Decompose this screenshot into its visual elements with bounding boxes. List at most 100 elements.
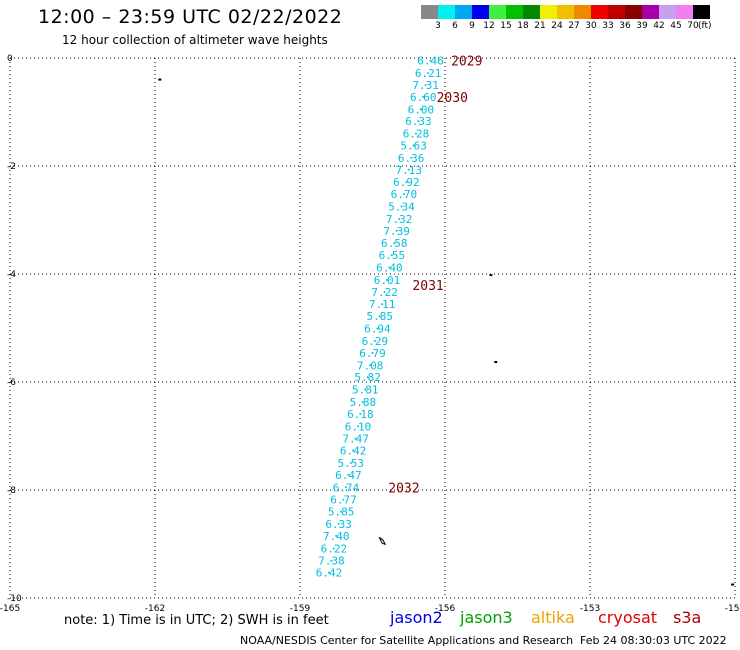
lon-tick-label: -159 bbox=[290, 604, 311, 614]
colorbar-swatch bbox=[608, 5, 625, 19]
swh-value-label: 7.11 bbox=[369, 298, 396, 311]
swh-value-label: 6.55 bbox=[379, 249, 406, 262]
island-marker bbox=[158, 78, 162, 81]
island-marker bbox=[731, 583, 735, 586]
swh-value-label: 6.33 bbox=[405, 115, 432, 128]
swh-value-label: 6.47 bbox=[335, 469, 362, 482]
colorbar-swatch bbox=[523, 5, 540, 19]
track-point bbox=[378, 315, 381, 318]
track-point bbox=[417, 120, 420, 123]
lon-tick-label: -156 bbox=[435, 604, 456, 614]
colorbar-label: 36 bbox=[619, 21, 631, 31]
swh-value-label: 7.08 bbox=[357, 359, 384, 372]
swh-value-label: 6.00 bbox=[408, 103, 435, 116]
swh-value-label: 5.81 bbox=[352, 384, 379, 397]
colorbar-swatch bbox=[574, 5, 591, 19]
colorbar-swatch bbox=[489, 5, 506, 19]
timestamp-text: Feb 24 08:30:03 UTC 2022 bbox=[580, 634, 727, 647]
swh-value-label: 6.70 bbox=[391, 188, 418, 201]
swh-value-label: 6.79 bbox=[359, 347, 386, 360]
track-point bbox=[340, 510, 343, 513]
track-point bbox=[349, 462, 352, 464]
swh-value-label: 6.29 bbox=[362, 335, 389, 348]
colorbar-label: 45 bbox=[670, 21, 682, 31]
colorbar-label: 9 bbox=[469, 21, 475, 31]
lon-tick-label: -153 bbox=[580, 604, 600, 614]
track-point bbox=[419, 108, 422, 111]
lat-tick-label: -10 bbox=[7, 594, 22, 604]
track-point bbox=[427, 72, 430, 75]
swh-value-label: 7.47 bbox=[342, 433, 369, 446]
track-point bbox=[352, 449, 355, 452]
colorbar-label: 15 bbox=[500, 21, 512, 31]
track-point bbox=[359, 412, 362, 415]
colorbar-label: 39 bbox=[636, 21, 648, 31]
swh-value-label: 6.01 bbox=[374, 274, 401, 287]
legend-item-jason2: jason2 bbox=[390, 608, 443, 627]
swh-value-label: 6.74 bbox=[333, 481, 360, 494]
track-point bbox=[415, 132, 417, 135]
swh-value-label: 6.18 bbox=[347, 408, 374, 421]
swh-value-label: 7.38 bbox=[318, 555, 345, 568]
track-point bbox=[402, 193, 405, 196]
colorbar-label: 30 bbox=[585, 21, 597, 31]
colorbar-label: 6 bbox=[452, 21, 458, 31]
atoll-outline bbox=[378, 536, 387, 546]
lat-tick-label: 0 bbox=[7, 54, 13, 64]
lon-tick-label: -150 bbox=[725, 604, 740, 614]
colorbar-swatch bbox=[659, 5, 676, 19]
track-point bbox=[337, 523, 340, 526]
track-point bbox=[393, 242, 396, 245]
track-point bbox=[429, 59, 432, 62]
colorbar-swatch bbox=[540, 5, 557, 19]
track-point bbox=[364, 388, 367, 391]
swh-value-label: 7.39 bbox=[383, 225, 410, 238]
colorbar-swatch bbox=[421, 5, 438, 19]
colorbar-swatch bbox=[438, 5, 455, 19]
swh-value-label: 6.58 bbox=[381, 237, 408, 250]
track-point bbox=[410, 156, 413, 159]
colorbar-swatch bbox=[506, 5, 523, 19]
colorbar-label: 42 bbox=[653, 21, 665, 31]
track-point bbox=[390, 254, 393, 257]
colorbar-swatch bbox=[642, 5, 659, 19]
colorbar-label: 27 bbox=[568, 21, 580, 31]
colorbar-swatch bbox=[693, 5, 710, 19]
colorbar-label: 12 bbox=[483, 21, 495, 31]
lat-tick-label: -6 bbox=[7, 378, 16, 388]
lon-tick-label: -162 bbox=[145, 604, 165, 614]
track-point bbox=[388, 266, 391, 269]
swh-value-label: 6.94 bbox=[364, 323, 391, 336]
track-point bbox=[424, 84, 427, 86]
swh-value-label: 7.32 bbox=[386, 213, 413, 226]
colorbar-swatch bbox=[625, 5, 642, 19]
colorbar-swatch bbox=[676, 5, 693, 19]
track-point bbox=[422, 95, 425, 98]
swh-value-label: 6.22 bbox=[321, 542, 348, 555]
legend-item-s3a: s3a bbox=[673, 608, 702, 627]
legend-item-altika: altika bbox=[531, 608, 575, 627]
lat-tick-label: -2 bbox=[7, 162, 16, 172]
colorbar-swatch bbox=[591, 5, 608, 19]
swh-value-label: 5.63 bbox=[400, 139, 427, 152]
swh-value-label: 6.28 bbox=[403, 128, 430, 141]
swh-value-label: 6.46 bbox=[417, 55, 444, 68]
swh-value-label: 6.77 bbox=[330, 494, 357, 507]
lat-tick-label: -4 bbox=[7, 270, 16, 280]
swh-value-label: 5.34 bbox=[388, 201, 415, 214]
colorbar-unit-label: (ft) bbox=[698, 21, 712, 31]
track-point bbox=[330, 559, 333, 562]
time-label: 2032 bbox=[388, 481, 419, 496]
legend-item-cryosat: cryosat bbox=[598, 608, 658, 627]
colorbar-label: 70 bbox=[687, 21, 699, 31]
swh-value-label: 6.42 bbox=[340, 445, 367, 458]
colorbar-label: 24 bbox=[551, 21, 563, 31]
time-label: 2029 bbox=[451, 55, 482, 70]
track-point bbox=[335, 534, 338, 537]
colorbar-swatch bbox=[455, 5, 472, 19]
track-point bbox=[344, 486, 347, 489]
colorbar-label: 18 bbox=[517, 21, 529, 31]
track-point bbox=[407, 168, 410, 171]
swh-value-label: 6.92 bbox=[393, 176, 420, 189]
